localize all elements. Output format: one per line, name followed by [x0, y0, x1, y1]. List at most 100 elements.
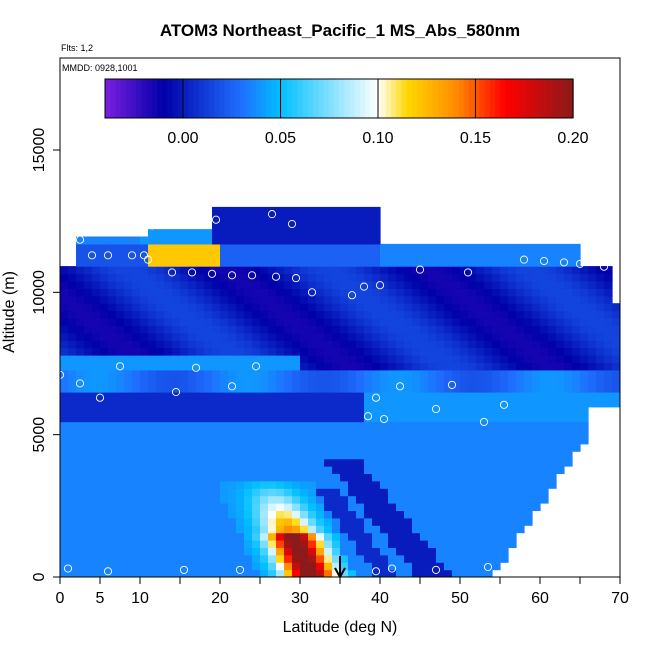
heatmap-cell — [452, 480, 461, 489]
heatmap-cell — [212, 473, 221, 482]
heatmap-cell — [188, 399, 197, 408]
heatmap-cell — [300, 532, 309, 541]
heatmap-cell — [444, 451, 453, 460]
heatmap-cell — [484, 421, 493, 430]
heatmap-cell — [236, 547, 245, 556]
sample-point — [87, 251, 97, 260]
heatmap-cell — [404, 554, 413, 563]
heatmap-cell — [604, 303, 613, 312]
heatmap-cell — [348, 303, 357, 312]
heatmap-cell — [124, 429, 133, 437]
heatmap-cell — [444, 266, 453, 275]
heatmap-cell — [188, 451, 197, 460]
heatmap-cell — [236, 369, 245, 378]
heatmap-cell — [220, 266, 229, 275]
heatmap-cell — [76, 251, 85, 260]
heatmap-cell — [356, 288, 365, 297]
heatmap-cell — [308, 406, 317, 415]
heatmap-cell — [268, 266, 277, 275]
heatmap-cell — [364, 532, 373, 541]
heatmap-cell — [252, 473, 261, 482]
heatmap-cell — [564, 266, 573, 275]
y-axis-label: Altitude (m) — [1, 271, 18, 353]
heatmap-cell — [188, 355, 197, 363]
sample-point — [147, 221, 157, 230]
heatmap-cell — [380, 540, 389, 548]
heatmap-cell — [164, 532, 173, 541]
heatmap-cell — [388, 332, 397, 341]
heatmap-cell — [180, 540, 189, 548]
heatmap-cell — [244, 332, 253, 341]
heatmap-cell — [316, 406, 325, 415]
heatmap-cell — [556, 355, 565, 363]
heatmap-cell — [428, 392, 437, 400]
heatmap-cell — [308, 340, 317, 349]
heatmap-cell — [284, 525, 293, 534]
heatmap-cell — [76, 273, 85, 282]
heatmap-cell — [180, 495, 189, 504]
heatmap-cell — [460, 288, 469, 297]
heatmap-cell — [300, 243, 309, 252]
heatmap-cell — [364, 236, 373, 245]
heatmap-cell — [588, 340, 597, 349]
heatmap-cell — [372, 229, 381, 238]
heatmap-cell — [372, 399, 381, 408]
heatmap-cell — [220, 251, 229, 260]
heatmap-cell — [500, 318, 509, 326]
heatmap-cell — [372, 332, 381, 341]
heatmap-cell — [516, 466, 525, 474]
heatmap-cell — [388, 392, 397, 400]
heatmap-cell — [556, 443, 565, 452]
heatmap-cell — [348, 495, 357, 504]
heatmap-cell — [100, 266, 109, 275]
heatmap-cell — [228, 503, 237, 511]
heatmap-cell — [604, 273, 613, 282]
heatmap-cell — [388, 399, 397, 408]
heatmap-cell — [524, 295, 533, 304]
heatmap-cell — [252, 369, 261, 378]
heatmap-cell — [460, 443, 469, 452]
sample-point — [359, 282, 369, 291]
heatmap-cell — [268, 340, 277, 349]
heatmap-cell — [324, 503, 333, 511]
heatmap-cell — [396, 325, 405, 334]
colorbar-swatch — [297, 79, 304, 118]
heatmap-cell — [108, 406, 117, 415]
heatmap-cell — [364, 280, 373, 289]
heatmap-cell — [164, 554, 173, 563]
heatmap-cell — [268, 377, 277, 386]
heatmap-cell — [492, 303, 501, 312]
heatmap-cell — [292, 525, 301, 534]
heatmap-cell — [212, 466, 221, 474]
heatmap-cell — [564, 273, 573, 282]
colorbar-swatch — [562, 79, 569, 118]
heatmap-cell — [140, 414, 149, 423]
heatmap-cell — [188, 229, 197, 238]
heatmap-cell — [412, 473, 421, 482]
heatmap-cell — [452, 414, 461, 423]
heatmap-cell — [244, 532, 253, 541]
heatmap-cell — [340, 436, 349, 445]
heatmap-cell — [500, 243, 509, 252]
heatmap-cell — [396, 495, 405, 504]
heatmap-cell — [484, 458, 493, 467]
heatmap-cell — [340, 510, 349, 519]
heatmap-cell — [356, 280, 365, 289]
heatmap-cell — [524, 473, 533, 482]
heatmap-cell — [420, 369, 429, 378]
heatmap-cell — [348, 340, 357, 349]
heatmap-cell — [308, 332, 317, 341]
heatmap-cell — [388, 517, 397, 526]
heatmap-cell — [140, 332, 149, 341]
heatmap-cell — [516, 414, 525, 423]
heatmap-cell — [260, 510, 269, 519]
heatmap-cell — [348, 525, 357, 534]
heatmap-cell — [60, 540, 69, 548]
heatmap-cell — [292, 236, 301, 245]
heatmap-cell — [84, 295, 93, 304]
heatmap-cell — [68, 295, 77, 304]
heatmap-cell — [572, 332, 581, 341]
heatmap-cell — [548, 451, 557, 460]
heatmap-cell — [484, 384, 493, 393]
heatmap-cell — [404, 451, 413, 460]
